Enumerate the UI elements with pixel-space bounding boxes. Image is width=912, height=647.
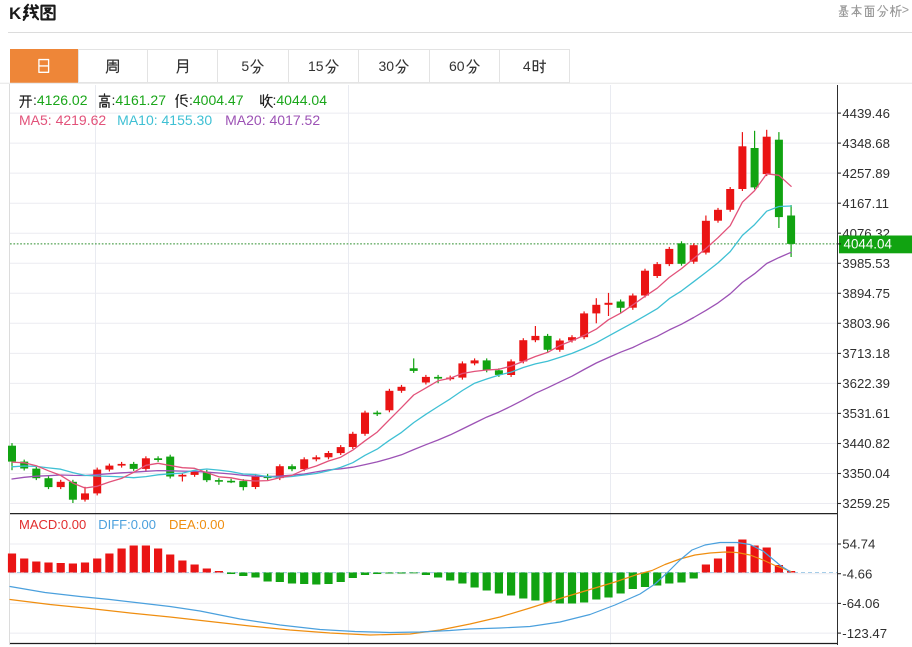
svg-text:-4.66: -4.66 [842,566,872,581]
svg-text:4439.46: 4439.46 [842,106,890,121]
svg-text:3894.75: 3894.75 [842,286,890,301]
svg-text:3622.39: 3622.39 [842,376,890,391]
svg-text:4044.04: 4044.04 [844,237,893,252]
svg-text:-64.06: -64.06 [842,596,879,611]
svg-text:3803.96: 3803.96 [842,316,890,331]
svg-text:4167.11: 4167.11 [842,196,889,211]
svg-text:3985.53: 3985.53 [842,256,890,271]
svg-text:3531.61: 3531.61 [842,406,890,421]
svg-text:3350.04: 3350.04 [842,466,890,481]
svg-text:54.74: 54.74 [842,537,875,552]
svg-text:4348.68: 4348.68 [842,136,890,151]
svg-text:3440.82: 3440.82 [842,436,890,451]
svg-text:3713.18: 3713.18 [842,346,890,361]
svg-text:4257.89: 4257.89 [842,166,890,181]
svg-text:3259.25: 3259.25 [842,496,890,511]
svg-text:-123.47: -123.47 [842,626,887,641]
